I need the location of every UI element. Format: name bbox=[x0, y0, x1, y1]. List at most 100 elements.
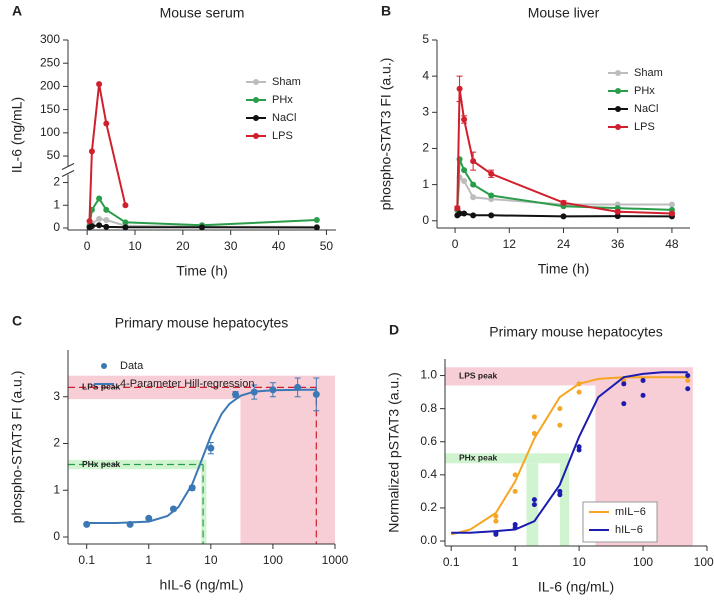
panel-label: B bbox=[381, 3, 391, 19]
legend-swatch bbox=[615, 88, 621, 94]
data-point bbox=[96, 215, 103, 222]
x-axis-label: hIL-6 (ng/mL) bbox=[159, 577, 243, 593]
y-tick-label: 0 bbox=[422, 213, 429, 227]
y-axis-label: phospho-STAT3 FI (a.u.) bbox=[9, 371, 25, 524]
data-point bbox=[557, 406, 563, 412]
series-line bbox=[88, 83, 127, 222]
legend-label: NaCl bbox=[272, 112, 296, 124]
band bbox=[445, 453, 570, 464]
y-tick-label: 2 bbox=[53, 175, 60, 189]
data-point bbox=[103, 217, 110, 224]
data-point bbox=[461, 210, 468, 217]
x-tick-label: 10 bbox=[204, 553, 218, 567]
data-point bbox=[313, 217, 320, 224]
x-tick-label: 0.1 bbox=[78, 553, 95, 567]
data-point bbox=[312, 390, 320, 398]
data-point bbox=[668, 201, 675, 208]
y-tick-label: 1 bbox=[422, 177, 429, 191]
y-tick-label: 1.0 bbox=[420, 368, 437, 382]
series-line bbox=[451, 371, 688, 534]
legend-frame bbox=[582, 501, 658, 543]
y-tick-label: 300 bbox=[40, 32, 60, 46]
y-tick-label: 0.2 bbox=[420, 500, 437, 514]
x-tick-label: 100 bbox=[633, 555, 653, 569]
legend-label: Sham bbox=[634, 67, 663, 79]
data-point bbox=[461, 178, 468, 184]
data-point bbox=[488, 192, 495, 199]
y-tick-label: 2 bbox=[422, 141, 429, 155]
data-point bbox=[103, 120, 110, 127]
legend-label: 4-Parameter Hill-regression bbox=[120, 378, 255, 390]
band-label: LPS peak bbox=[459, 371, 498, 381]
data-point bbox=[461, 167, 468, 174]
data-point bbox=[531, 414, 537, 420]
data-point bbox=[576, 389, 582, 395]
data-point bbox=[531, 502, 537, 508]
chart-title: Mouse serum bbox=[160, 5, 245, 21]
data-point bbox=[531, 497, 537, 503]
legend-swatch bbox=[101, 363, 107, 369]
legend-label: PHx bbox=[272, 94, 293, 106]
panel-label: C bbox=[12, 313, 22, 329]
data-point bbox=[88, 223, 95, 230]
data-point bbox=[88, 148, 95, 155]
data-point bbox=[470, 158, 477, 165]
x-tick-label: 10 bbox=[572, 555, 586, 569]
chart-title: Primary mouse hepatocytes bbox=[489, 324, 663, 340]
x-axis-label: Time (h) bbox=[538, 261, 590, 277]
x-tick-label: 0 bbox=[452, 237, 459, 251]
data-point bbox=[103, 223, 110, 230]
band bbox=[445, 367, 693, 386]
band bbox=[559, 463, 570, 546]
data-point bbox=[621, 401, 627, 407]
y-tick-label: 0.0 bbox=[420, 533, 437, 547]
axis-break bbox=[61, 170, 75, 177]
legend-swatch bbox=[253, 115, 259, 121]
y-tick-label: 0 bbox=[53, 529, 60, 543]
data-point bbox=[488, 170, 495, 177]
data-point bbox=[493, 531, 499, 537]
data-point bbox=[685, 386, 691, 392]
data-point bbox=[531, 430, 537, 436]
data-point bbox=[668, 210, 675, 217]
x-tick-label: 1000 bbox=[694, 555, 714, 569]
x-tick-label: 10 bbox=[128, 239, 142, 253]
data-point bbox=[461, 116, 468, 123]
series-line bbox=[86, 388, 317, 524]
band bbox=[240, 399, 335, 544]
data-point bbox=[470, 194, 477, 201]
y-tick-label: 100 bbox=[40, 125, 60, 139]
y-tick-label: 3 bbox=[422, 104, 429, 118]
x-tick-label: 30 bbox=[224, 239, 238, 253]
data-point bbox=[145, 514, 153, 522]
data-point bbox=[454, 205, 461, 212]
legend-swatch bbox=[253, 97, 259, 103]
data-point bbox=[512, 472, 518, 478]
legend-label: hIL−6 bbox=[615, 524, 643, 536]
legend-label: LPS bbox=[634, 121, 655, 133]
y-tick-label: 0.4 bbox=[420, 467, 437, 481]
x-axis-label: IL-6 (ng/mL) bbox=[538, 579, 614, 595]
legend-swatch bbox=[253, 133, 259, 139]
x-tick-label: 50 bbox=[320, 239, 334, 253]
legend-swatch bbox=[253, 79, 259, 85]
x-tick-label: 100 bbox=[263, 553, 283, 567]
y-axis-label: IL-6 (ng/mL) bbox=[9, 97, 25, 173]
data-point bbox=[576, 447, 582, 453]
band-label: LPS peak bbox=[82, 382, 121, 392]
x-tick-label: 1000 bbox=[322, 553, 349, 567]
data-point bbox=[685, 378, 691, 384]
data-point bbox=[470, 212, 477, 219]
x-tick-label: 40 bbox=[272, 239, 286, 253]
legend-swatch bbox=[615, 70, 621, 76]
x-tick-label: 1 bbox=[512, 555, 519, 569]
x-axis-label: Time (h) bbox=[176, 263, 228, 279]
y-tick-label: 5 bbox=[422, 32, 429, 46]
legend-label: NaCl bbox=[634, 103, 658, 115]
x-tick-label: 1 bbox=[145, 553, 152, 567]
data-point bbox=[96, 222, 103, 229]
y-tick-label: 0 bbox=[53, 220, 60, 234]
data-point bbox=[557, 422, 563, 428]
data-point bbox=[685, 373, 691, 379]
